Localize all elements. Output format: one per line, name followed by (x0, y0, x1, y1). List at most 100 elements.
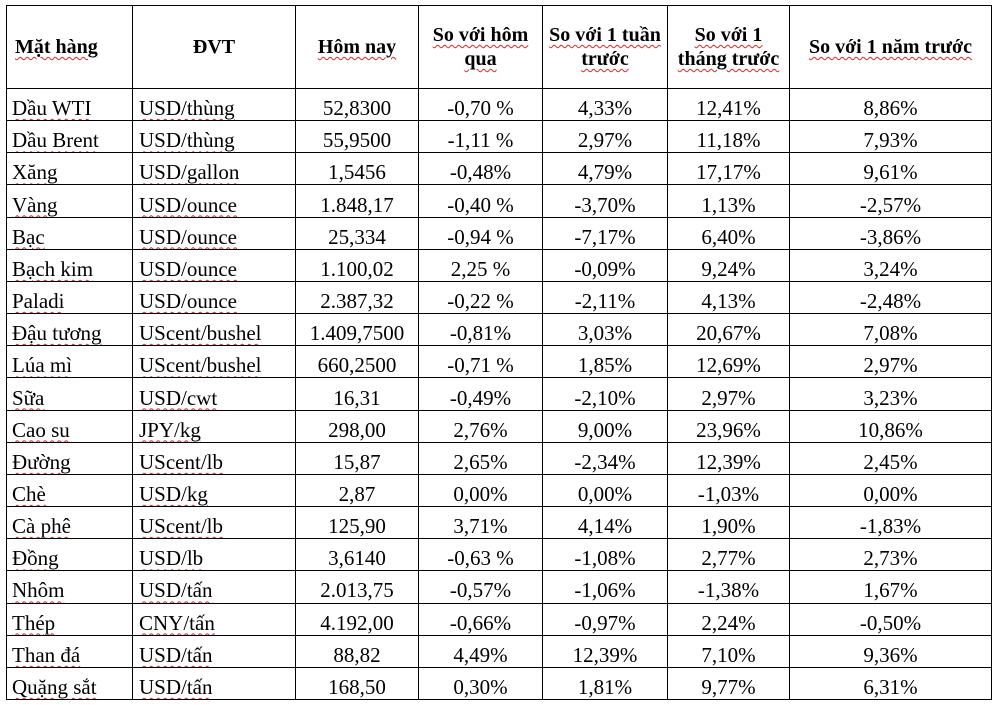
change-vs-month: 9,77% (701, 674, 756, 699)
price-today: 125,90 (328, 514, 386, 539)
unit: USD/thùng (139, 96, 235, 121)
price-today: 25,334 (328, 224, 386, 249)
commodity-name: Quặng sắt (12, 674, 97, 699)
price-today: 1.409,7500 (309, 321, 405, 346)
unit-cell: USD/ounce (132, 280, 296, 315)
price-today-cell: 2.387,32 (295, 280, 419, 315)
change-vs-month-cell: 12,69% (667, 345, 790, 379)
commodity-name: Xăng (12, 160, 58, 185)
price-today-cell: 4.192,00 (295, 602, 419, 636)
unit: USD/tấn (139, 674, 213, 699)
header-label: So với 1 tháng trước (677, 24, 780, 70)
change-vs-year-cell: 2,97% (789, 345, 992, 379)
unit-cell: UScent/bushel (132, 313, 296, 347)
price-today-cell: 52,8300 (295, 87, 419, 122)
unit: USD/cwt (139, 385, 218, 410)
commodity-name: Nhôm (12, 578, 65, 603)
price-today: 1.848,17 (320, 192, 394, 217)
change-vs-month-cell: 11,18% (667, 120, 790, 154)
change-vs-year: -1,83% (859, 514, 922, 539)
change-vs-year-cell: -3,86% (789, 216, 992, 250)
table-row: Bạch kim USD/ounce 1.100,02 2,25 % -0,09% 9,2… (6, 248, 992, 282)
commodity-name-cell: Dầu WTI (6, 87, 133, 122)
unit: UScent/lb (139, 514, 223, 539)
commodity-name: Dầu Brent (12, 128, 99, 153)
change-vs-month: -1,03% (697, 481, 760, 506)
commodity-name: Đồng (12, 546, 59, 571)
change-vs-year-cell: -1,83% (789, 506, 992, 540)
change-vs-week-cell: -7,17% (542, 216, 668, 250)
price-today: 55,9500 (322, 128, 392, 153)
change-vs-yesterday: -1,11 % (447, 128, 514, 153)
change-vs-year-cell: 3,24% (789, 248, 992, 282)
price-today: 1,5456 (328, 160, 386, 185)
unit-cell: UScent/lb (132, 441, 296, 475)
commodity-name-cell: Cà phê (6, 506, 133, 540)
change-vs-month: 12,39% (696, 449, 761, 474)
table-row: Sữa USD/cwt 16,31 -0,49% -2,10% 2,97% 3,23% (6, 377, 992, 411)
change-vs-year: 2,45% (863, 449, 918, 474)
change-vs-week: -3,70% (574, 192, 636, 217)
change-vs-yesterday: -0,22 % (447, 289, 514, 314)
price-today: 2.013,75 (320, 578, 394, 603)
change-vs-month-cell: 6,40% (667, 216, 790, 250)
change-vs-year-cell: 1,67% (789, 570, 992, 604)
unit-cell: USD/kg (132, 473, 296, 508)
header-cell: Mặt hàng (6, 5, 133, 89)
price-today: 88,82 (333, 642, 381, 667)
change-vs-year: -2,57% (859, 192, 922, 217)
commodity-name-cell: Chè (6, 473, 133, 508)
change-vs-week: 4,14% (577, 514, 633, 539)
change-vs-year: 6,31% (863, 674, 918, 699)
unit-cell: USD/tấn (132, 570, 296, 604)
change-vs-year-cell: 2,45% (789, 441, 992, 475)
change-vs-month-cell: 9,24% (667, 248, 790, 282)
header-cell: So với hôm qua (418, 5, 543, 89)
header-label: Mặt hàng (15, 36, 98, 58)
header-cell: Hôm nay (295, 5, 419, 89)
change-vs-yesterday-cell: 2,25 % (418, 248, 543, 282)
change-vs-week-cell: 1,85% (542, 345, 668, 379)
change-vs-week: -0,97% (574, 610, 636, 635)
change-vs-month: 23,96% (696, 417, 761, 442)
change-vs-month: 17,17% (696, 160, 761, 185)
table-row: Đồng USD/lb 3,6140 -0,63 % -1,08% 2,77% 2,73% (6, 538, 992, 572)
header-cell: So với 1 tuần trước (542, 5, 668, 89)
header-cell: So với 1 năm trước (789, 5, 992, 89)
table-header-row: Mặt hàng ĐVT Hôm nay So với hôm qua So v… (6, 5, 992, 89)
change-vs-week: 1,81% (577, 674, 633, 699)
change-vs-yesterday: -0,48% (449, 160, 512, 185)
commodity-name: Cà phê (12, 514, 71, 539)
change-vs-year: 2,97% (863, 353, 918, 378)
change-vs-yesterday-cell: 2,65% (418, 441, 543, 475)
change-vs-week: -2,10% (574, 385, 636, 410)
unit: USD/tấn (139, 578, 213, 603)
change-vs-week: 1,85% (577, 353, 633, 378)
commodity-name-cell: Vàng (6, 184, 133, 218)
unit: CNY/tấn (139, 610, 215, 635)
change-vs-week: -7,17% (574, 224, 636, 249)
change-vs-month-cell: 2,24% (667, 602, 790, 636)
unit: USD/ounce (139, 289, 237, 314)
change-vs-year-cell: -0,50% (789, 602, 992, 636)
change-vs-week: 4,33% (577, 96, 633, 121)
change-vs-week-cell: 4,79% (542, 152, 668, 186)
commodity-name-cell: Paladi (6, 280, 133, 315)
change-vs-week: 3,03% (577, 321, 633, 346)
change-vs-year-cell: 9,36% (789, 634, 992, 668)
change-vs-week: 4,79% (577, 160, 633, 185)
change-vs-yesterday-cell: 0,00% (418, 473, 543, 508)
price-today-cell: 1.100,02 (295, 248, 419, 282)
unit-cell: USD/tấn (132, 634, 296, 668)
table-row: Cà phê UScent/lb 125,90 3,71% 4,14% 1,90% -1,8… (6, 506, 992, 540)
change-vs-week: 0,00% (577, 481, 633, 506)
change-vs-week: -2,11% (574, 289, 636, 314)
price-today-cell: 298,00 (295, 409, 419, 443)
change-vs-week-cell: 4,14% (542, 506, 668, 540)
change-vs-month-cell: 23,96% (667, 409, 790, 443)
price-today: 4.192,00 (320, 610, 394, 635)
change-vs-month-cell: -1,03% (667, 473, 790, 508)
change-vs-month: 2,77% (701, 546, 756, 571)
price-today-cell: 3,6140 (295, 538, 419, 572)
commodity-name-cell: Dầu Brent (6, 120, 133, 154)
